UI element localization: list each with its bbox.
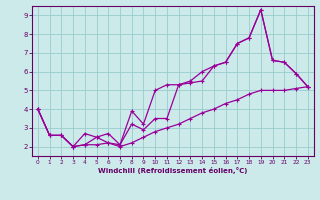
X-axis label: Windchill (Refroidissement éolien,°C): Windchill (Refroidissement éolien,°C) xyxy=(98,167,247,174)
